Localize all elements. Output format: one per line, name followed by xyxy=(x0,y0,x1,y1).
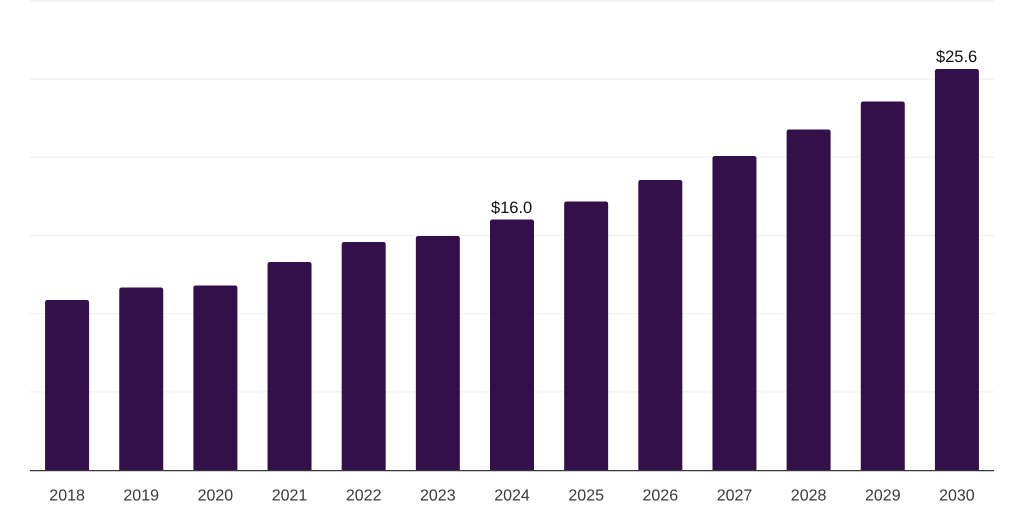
svg-text:2022: 2022 xyxy=(346,487,382,504)
svg-text:2026: 2026 xyxy=(643,487,679,504)
svg-text:2020: 2020 xyxy=(198,487,234,504)
svg-text:2018: 2018 xyxy=(49,487,85,504)
svg-text:2030: 2030 xyxy=(939,487,975,504)
svg-text:2024: 2024 xyxy=(494,487,530,504)
svg-text:2023: 2023 xyxy=(420,487,456,504)
svg-text:2021: 2021 xyxy=(272,487,308,504)
svg-text:$25.6: $25.6 xyxy=(936,48,977,66)
svg-text:2028: 2028 xyxy=(791,487,827,504)
svg-text:$16.0: $16.0 xyxy=(491,199,532,217)
svg-text:2029: 2029 xyxy=(865,487,901,504)
svg-text:2019: 2019 xyxy=(123,487,159,504)
svg-text:2025: 2025 xyxy=(568,487,604,504)
svg-text:2027: 2027 xyxy=(717,487,753,504)
